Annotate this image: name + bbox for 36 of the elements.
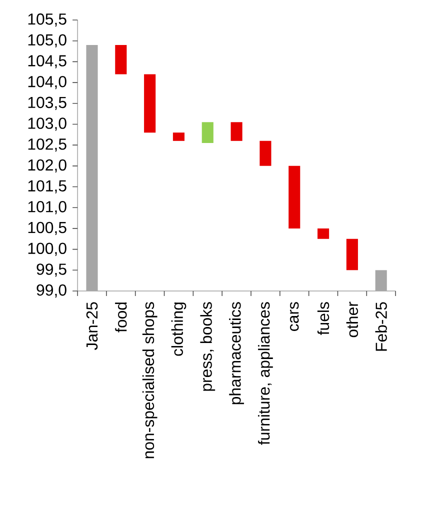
x-tick-label: pharmaceutics	[229, 302, 244, 404]
x-tick-label: other	[346, 302, 358, 338]
y-tick-label: 102,5	[28, 138, 66, 152]
y-tick-label: 101,0	[28, 201, 66, 214]
bar	[202, 122, 214, 143]
bar	[115, 45, 127, 74]
bar	[172, 132, 185, 141]
y-tick-label: 103,0	[28, 118, 66, 131]
x-tick-label: Feb-25	[375, 302, 387, 351]
x-tick-label: furniture, appliances	[258, 302, 273, 445]
bar	[288, 166, 300, 228]
x-tick-label: food	[115, 302, 127, 332]
y-tick-label: 100,5	[28, 222, 66, 236]
x-tick-label: press, books	[200, 302, 216, 391]
bar	[230, 122, 242, 141]
y-tick-label: 99,5	[36, 264, 66, 277]
y-tick-label: 103,5	[28, 96, 66, 110]
x-tick-label: clothing	[171, 302, 186, 356]
bar	[86, 45, 98, 291]
y-tick-label: 105,0	[28, 34, 66, 48]
x-tick-label: non-specialised shops	[142, 302, 158, 458]
x-tick-label: Jan-25	[86, 302, 98, 350]
bar	[260, 140, 272, 166]
y-tick-label: 104,0	[28, 76, 66, 90]
y-tick-label: 99,0	[36, 284, 66, 298]
bar	[144, 74, 156, 133]
x-tick-label: cars	[290, 302, 299, 331]
y-tick-label: 100,0	[28, 242, 66, 256]
x-tick-label: fuels	[317, 302, 330, 335]
y-tick-label: 104,5	[28, 55, 66, 68]
bar	[346, 238, 358, 270]
bar	[317, 228, 330, 239]
bar	[375, 270, 387, 291]
y-tick-label: 105,5	[28, 13, 66, 27]
y-tick-label: 102,0	[28, 159, 66, 172]
y-tick-label: 101,5	[28, 180, 66, 194]
